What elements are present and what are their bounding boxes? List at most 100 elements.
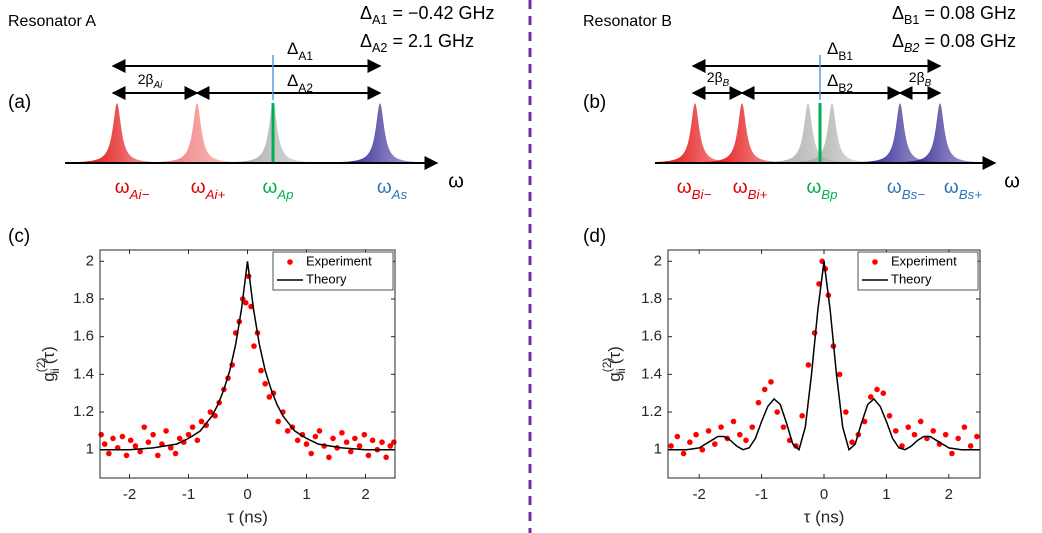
data-point (172, 450, 179, 457)
math-label: ΔB1 (827, 39, 853, 63)
data-point (383, 454, 389, 461)
y-tick-label: 1.2 (641, 403, 662, 420)
math-label: ΔA2 (287, 71, 313, 95)
symbol: ω (677, 177, 692, 198)
data-point (347, 448, 354, 455)
symbol: ω (115, 177, 130, 198)
subscript: Bp (821, 187, 837, 202)
x-axis-label: τ (ns) (804, 507, 845, 526)
data-point (258, 367, 264, 374)
data-point (849, 439, 855, 445)
y-tick-label: 1.4 (73, 365, 94, 382)
data-point (101, 441, 108, 447)
y-axis-label: g(2)ii (τ) (34, 346, 62, 382)
data-point (712, 441, 718, 447)
legend-label: Theory (306, 271, 347, 286)
data-point (974, 433, 980, 440)
data-point (886, 413, 893, 419)
plot-frame (99, 249, 396, 479)
math-label: ΔA1 = −0.42 GHz (360, 3, 495, 28)
subscript: As (391, 187, 408, 202)
data-point (141, 424, 148, 430)
legend-label: Experiment (891, 253, 957, 268)
value-text: = 0.08 GHz (919, 3, 1016, 23)
x-tick-label: -1 (755, 486, 768, 503)
math-label: ωAi− (115, 177, 150, 202)
subscript: Bi− (692, 187, 712, 202)
data-point (768, 379, 774, 385)
data-point (942, 431, 949, 438)
resonance-peak (77, 103, 157, 163)
symbol: ω (944, 177, 959, 198)
data-point (718, 424, 724, 430)
math-label: 2βAi (138, 71, 163, 91)
data-point (699, 446, 706, 453)
plot-frame (667, 249, 981, 479)
y-tick-label: 1.4 (641, 365, 662, 382)
data-point (242, 299, 249, 306)
legend-box (857, 251, 979, 291)
y-axis-label: g(2)ii (τ) (600, 346, 628, 382)
data-point (687, 439, 693, 445)
data-point (743, 437, 749, 444)
math-label: ωBs− (887, 177, 925, 202)
data-point (836, 371, 843, 378)
subscript: Bs− (902, 187, 926, 202)
data-point (955, 435, 961, 442)
data-point (303, 441, 310, 447)
data-point (680, 450, 687, 457)
argument: (τ) (605, 346, 624, 364)
math-label: ωBi+ (733, 177, 768, 202)
x-tick-label: -1 (182, 486, 195, 503)
diagram-title: Resonator A (8, 13, 96, 30)
legend-label: Theory (891, 271, 932, 286)
subscript: B2 (838, 81, 853, 95)
data-point (668, 443, 674, 449)
value-text: = 2.1 GHz (387, 31, 474, 51)
theory-line (668, 261, 980, 452)
data-point (127, 437, 134, 444)
legend-swatch (287, 259, 293, 265)
symbol: Δ (892, 31, 904, 51)
data-point (163, 428, 169, 434)
y-tick-label: 1.6 (73, 328, 94, 345)
legend-box (272, 251, 394, 291)
data-point (361, 431, 368, 438)
symbol: Δ (827, 39, 838, 58)
symbol: Δ (827, 71, 838, 90)
data-point (755, 399, 762, 406)
resonance-peak (340, 103, 420, 163)
y-tick-label: 1.8 (73, 290, 94, 307)
data-point (294, 437, 301, 444)
y-tick-label: 2 (86, 252, 94, 269)
data-point (339, 429, 345, 436)
data-point (176, 435, 183, 442)
data-point (123, 452, 130, 459)
resonance-peak (702, 103, 782, 163)
y-tick-label: 1 (654, 441, 662, 458)
panel-label: (a) (8, 92, 31, 113)
subscript: Ai (153, 80, 164, 91)
x-tick-label: -2 (693, 486, 706, 503)
data-point (189, 424, 196, 430)
subscript: A1 (298, 49, 313, 63)
symbol: ω (887, 177, 902, 198)
math-label: ωBs+ (944, 177, 982, 202)
data-point (874, 386, 880, 393)
x-tick-label: 1 (302, 486, 310, 503)
data-point (674, 433, 681, 440)
data-point (330, 435, 336, 442)
symbol: ω (262, 177, 277, 198)
data-point (356, 443, 363, 449)
data-point (312, 433, 319, 440)
data-point (949, 450, 955, 457)
data-point (387, 443, 394, 449)
math-label: ΔB2 (827, 71, 853, 95)
math-label: ΔB2 = 0.08 GHz (892, 31, 1016, 56)
symbol: Δ (360, 31, 372, 51)
symbol: g (39, 372, 58, 381)
data-point (880, 390, 887, 397)
symbol: ω (377, 177, 392, 198)
data-point (961, 424, 968, 430)
